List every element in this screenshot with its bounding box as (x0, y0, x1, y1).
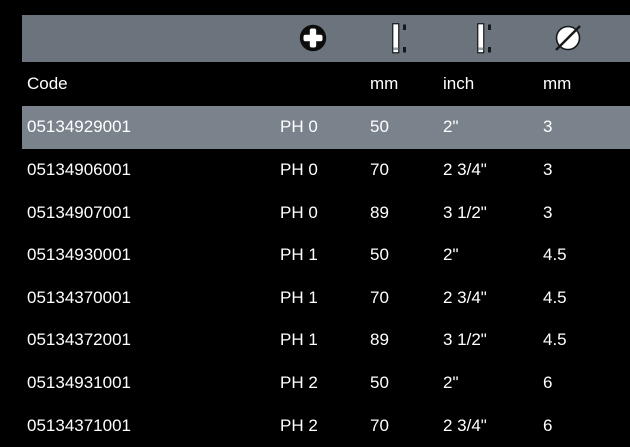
cell-length-inch: 3 1/2" (443, 330, 487, 350)
cell-diameter-mm: 4.5 (543, 287, 567, 307)
cell-drive: PH 1 (280, 287, 318, 307)
cell-length-mm: 50 (370, 245, 389, 265)
cell-drive: PH 2 (280, 415, 318, 435)
table-row[interactable]: 05134370001 PH 1 70 2 3/4" 4.5 (0, 277, 630, 320)
cell-length-mm: 89 (370, 202, 389, 222)
column-label-row: Code mm inch mm (0, 62, 630, 106)
cell-drive: PH 0 (280, 159, 318, 179)
cell-length-inch: 2 3/4" (443, 287, 487, 307)
cell-diameter-mm: 4.5 (543, 245, 567, 265)
column-label-code: Code (27, 74, 68, 93)
table-row[interactable]: 05134931001 PH 2 50 2" 6 (0, 362, 630, 405)
cell-length-inch: 3 1/2" (443, 202, 487, 222)
table-row[interactable]: 05134372001 PH 1 89 3 1/2" 4.5 (0, 319, 630, 362)
phillips-drive-icon (299, 24, 327, 52)
cell-code: 05134931001 (27, 373, 132, 393)
cell-code: 05134371001 (27, 415, 132, 435)
table-row[interactable]: 05134930001 PH 1 50 2" 4.5 (0, 234, 630, 277)
cell-drive: PH 2 (280, 373, 318, 393)
cell-code: 05134372001 (27, 330, 132, 350)
cell-length-mm: 70 (370, 287, 389, 307)
cell-length-inch: 2" (443, 117, 459, 137)
table-row[interactable]: 05134906001 PH 0 70 2 3/4" 3 (0, 149, 630, 192)
cell-length-mm: 50 (370, 373, 389, 393)
cell-length-inch: 2 3/4" (443, 159, 487, 179)
column-label-length-inch: inch (443, 74, 475, 93)
cell-diameter-mm: 3 (543, 117, 553, 137)
cell-length-mm: 50 (370, 117, 389, 137)
cell-length-mm: 70 (370, 159, 389, 179)
column-label-diameter-mm: mm (543, 74, 572, 93)
blade-length-icon (477, 23, 493, 54)
cell-code: 05134370001 (27, 287, 132, 307)
cell-length-mm: 70 (370, 415, 389, 435)
cell-length-inch: 2" (443, 245, 459, 265)
cell-code: 05134930001 (27, 245, 132, 265)
cell-diameter-mm: 4.5 (543, 330, 567, 350)
table-row[interactable]: 05134907001 PH 0 89 3 1/2" 3 (0, 191, 630, 234)
column-label-length-mm: mm (370, 74, 399, 93)
cell-length-mm: 89 (370, 330, 389, 350)
cell-diameter-mm: 6 (543, 373, 553, 393)
cell-code: 05134906001 (27, 159, 132, 179)
cell-drive: PH 1 (280, 245, 318, 265)
cell-length-inch: 2" (443, 373, 459, 393)
cell-diameter-mm: 6 (543, 415, 553, 435)
cell-code: 05134907001 (27, 202, 132, 222)
table-row[interactable]: 05134929001 PH 0 50 2" 3 (0, 106, 630, 149)
table-rows: 05134929001 PH 0 50 2" 3 05134906001 PH 0 70 2 3… (0, 106, 630, 447)
cell-drive: PH 1 (280, 330, 318, 350)
selected-row-highlight (22, 106, 630, 149)
cell-drive: PH 0 (280, 117, 318, 137)
diameter-icon (553, 23, 583, 53)
table-icon-header (22, 15, 630, 62)
cell-diameter-mm: 3 (543, 159, 553, 179)
cell-code: 05134929001 (27, 117, 132, 137)
blade-length-icon (392, 23, 408, 54)
cell-diameter-mm: 3 (543, 202, 553, 222)
cell-length-inch: 2 3/4" (443, 415, 487, 435)
table-row[interactable]: 05134371001 PH 2 70 2 3/4" 6 (0, 404, 630, 447)
cell-drive: PH 0 (280, 202, 318, 222)
